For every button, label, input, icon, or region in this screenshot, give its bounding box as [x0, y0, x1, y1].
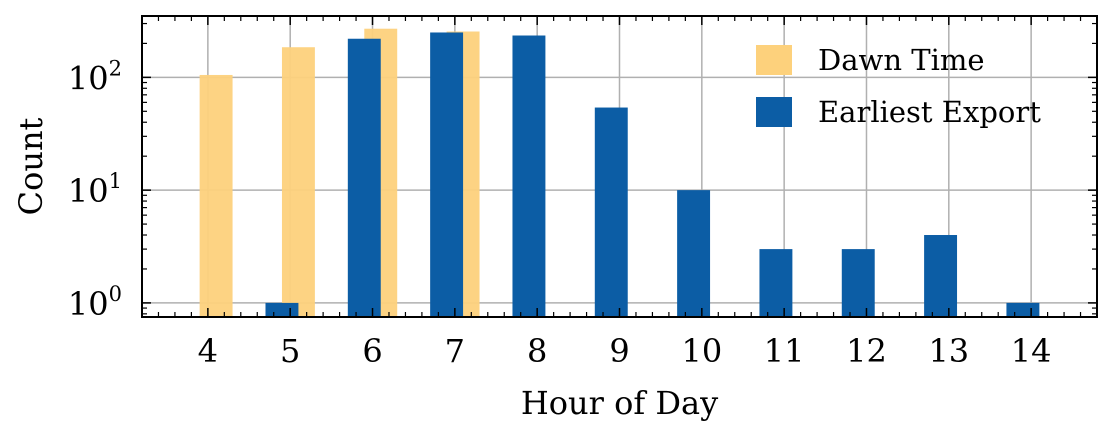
x-tick-labels: 4 5 6 7 8 9 10 11 12 13 14	[198, 332, 1052, 370]
x-tick-label: 13	[928, 332, 969, 370]
bar-earliest-export	[1006, 302, 1040, 317]
axis-ticks	[141, 16, 1098, 317]
y-tick-labels: 100 101 102	[68, 56, 122, 323]
legend-label: Dawn Time	[818, 43, 985, 77]
x-tick-label: 10	[681, 332, 722, 370]
bar-earliest-export	[841, 249, 875, 317]
x-axis-label: Hour of Day	[521, 384, 718, 422]
x-tick-label: 4	[198, 332, 218, 370]
bar-earliest-export	[347, 38, 381, 318]
bar-dawn-time	[199, 74, 233, 317]
y-tick-label: 100	[68, 282, 122, 323]
legend-swatch	[756, 45, 792, 75]
y-axis-label: Count	[12, 117, 50, 215]
bar-earliest-export	[512, 35, 546, 317]
bar-earliest-export	[759, 249, 793, 317]
y-tick-label: 101	[68, 169, 122, 210]
x-tick-label: 7	[445, 332, 465, 370]
bar-earliest-export	[430, 32, 464, 318]
legend: Dawn Time Earliest Export	[756, 43, 1041, 129]
legend-swatch	[756, 97, 792, 127]
y-tick-label: 102	[68, 56, 122, 97]
x-tick-label: 8	[527, 332, 547, 370]
x-tick-label: 12	[846, 332, 887, 370]
x-tick-label: 11	[764, 332, 805, 370]
bars	[199, 28, 1040, 318]
bar-earliest-export	[594, 107, 628, 317]
x-tick-label: 6	[362, 332, 382, 370]
bar-earliest-export	[924, 235, 958, 317]
x-tick-label: 9	[609, 332, 629, 370]
x-tick-label: 14	[1011, 332, 1052, 370]
bar-earliest-export	[677, 190, 711, 317]
legend-label: Earliest Export	[818, 95, 1041, 129]
bar-dawn-time	[281, 47, 315, 318]
x-tick-label: 5	[280, 332, 300, 370]
bar-earliest-export	[265, 302, 299, 317]
